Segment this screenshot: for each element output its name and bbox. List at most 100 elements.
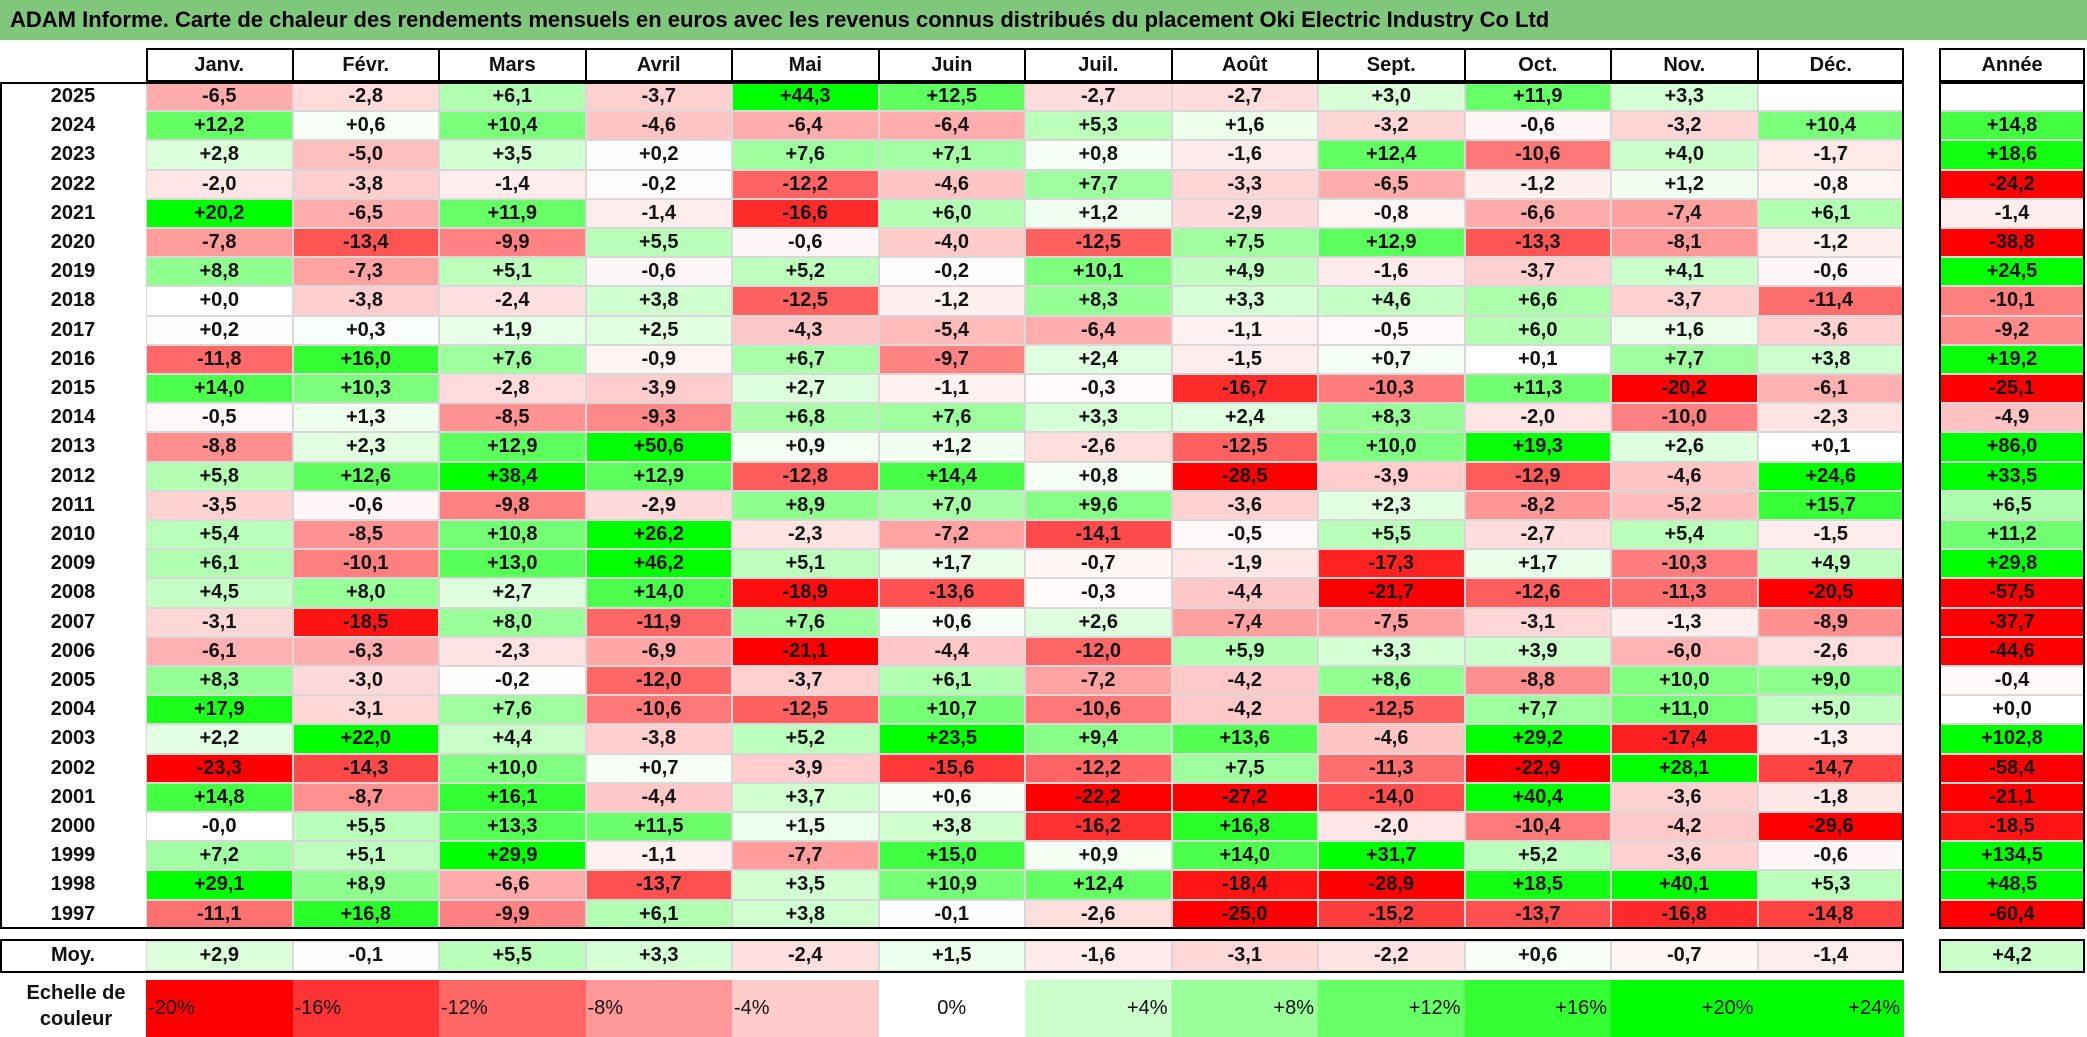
heatmap-cell: -7,4 [1171, 607, 1318, 637]
heatmap-cell: +3,8 [1757, 344, 1904, 374]
heatmap-cell: +14,0 [1171, 841, 1318, 871]
heatmap-cell: -6,5 [146, 82, 293, 112]
avg-cell: +0,6 [1464, 940, 1611, 971]
year-label: 2005 [0, 666, 146, 696]
year-label: 2018 [0, 286, 146, 316]
heatmap-cell: -4,6 [1318, 724, 1465, 754]
scale-step: +20% [1611, 980, 1758, 1037]
avg-cell: -2,4 [732, 940, 879, 971]
heatmap-cell: +18,5 [1464, 870, 1611, 900]
heatmap-cell: -2,0 [146, 169, 293, 199]
heatmap-cell: -5,4 [878, 315, 1025, 345]
heatmap-cell [1757, 82, 1904, 112]
heatmap-cell: +0,0 [146, 286, 293, 316]
month-header: Juin [878, 48, 1025, 82]
annual-cell: +24,5 [1939, 257, 2085, 287]
heatmap-cell: +0,7 [1318, 344, 1465, 374]
heatmap-cell: +2,7 [732, 374, 879, 404]
heatmap-cell: +12,9 [585, 461, 732, 491]
heatmap-cell: -12,5 [732, 286, 879, 316]
heatmap-cell: +0,8 [1025, 140, 1172, 170]
annual-cell: -10,1 [1939, 286, 2085, 316]
heatmap-cell: -2,4 [439, 286, 586, 316]
heatmap-cell: -9,9 [439, 899, 586, 929]
avg-cell: -1,6 [1025, 940, 1172, 971]
heatmap-cell: -14,7 [1757, 753, 1904, 783]
heatmap-cell: -22,9 [1464, 753, 1611, 783]
heatmap-cell: +10,0 [1318, 432, 1465, 462]
heatmap-cell: +16,1 [439, 782, 586, 812]
heatmap-cell: +8,8 [146, 257, 293, 287]
heatmap-cell: -6,6 [1464, 198, 1611, 228]
heatmap-cell: -1,1 [878, 374, 1025, 404]
heatmap-cell: +8,6 [1318, 666, 1465, 696]
heatmap-cell: -10,0 [1611, 403, 1758, 433]
heatmap-cell: +44,3 [732, 82, 879, 112]
heatmap-cell: -1,6 [1171, 140, 1318, 170]
heatmap-cell: -13,3 [1464, 228, 1611, 258]
year-label: 2000 [0, 812, 146, 842]
heatmap-cell: -13,7 [1464, 899, 1611, 929]
heatmap-cell: -3,2 [1611, 111, 1758, 141]
heatmap-cell: +0,2 [146, 315, 293, 345]
heatmap-cell: -5,0 [292, 140, 439, 170]
year-label: 2012 [0, 461, 146, 491]
heatmap-cell: -3,6 [1611, 782, 1758, 812]
heatmap-cell: -11,3 [1611, 578, 1758, 608]
heatmap-cell: +17,9 [146, 695, 293, 725]
heatmap-cell: +3,3 [1171, 286, 1318, 316]
avg-cell: -2,2 [1318, 940, 1465, 971]
heatmap-cell: -4,4 [585, 782, 732, 812]
annual-cell: +0,0 [1939, 695, 2085, 725]
year-label: 1999 [0, 841, 146, 871]
heatmap-cell: +3,0 [1318, 82, 1465, 112]
heatmap-cell: -4,4 [1171, 578, 1318, 608]
heatmap-cell: +6,1 [439, 82, 586, 112]
annual-cell: -38,8 [1939, 228, 2085, 258]
heatmap-cell: +0,1 [1757, 432, 1904, 462]
scale-step: -16% [292, 980, 439, 1037]
annual-cell: +102,8 [1939, 724, 2085, 754]
heatmap-cell: +6,0 [1464, 315, 1611, 345]
heatmap-cell: +8,3 [1318, 403, 1465, 433]
heatmap-cell: +2,7 [439, 578, 586, 608]
heatmap-cell: +5,3 [1025, 111, 1172, 141]
avg-cell: -1,4 [1757, 940, 1904, 971]
annual-cell: -4,9 [1939, 403, 2085, 433]
scale-step: +8% [1171, 980, 1318, 1037]
heatmap-cell: +1,5 [732, 812, 879, 842]
heatmap-cell: -3,9 [1318, 461, 1465, 491]
heatmap-cell: -1,5 [1757, 520, 1904, 550]
heatmap-cell: +7,6 [878, 403, 1025, 433]
heatmap-cell: -11,4 [1757, 286, 1904, 316]
heatmap-cell: +22,0 [292, 724, 439, 754]
heatmap-cell: +29,9 [439, 841, 586, 871]
heatmap-cell: +4,6 [1318, 286, 1465, 316]
heatmap-cell: -16,8 [1611, 899, 1758, 929]
year-label: 2020 [0, 228, 146, 258]
heatmap-cell: +13,3 [439, 812, 586, 842]
heatmap-cell: +10,3 [292, 374, 439, 404]
heatmap-cell: -0,3 [1025, 374, 1172, 404]
heatmap-cell: +12,4 [1318, 140, 1465, 170]
heatmap-cell: +10,0 [1611, 666, 1758, 696]
heatmap-cell: +4,9 [1757, 549, 1904, 579]
annual-cell: -57,5 [1939, 578, 2085, 608]
heatmap-cell: -10,6 [1464, 140, 1611, 170]
heatmap-cell: +26,2 [585, 520, 732, 550]
heatmap-cell: -2,0 [1464, 403, 1611, 433]
heatmap-cell: -28,5 [1171, 461, 1318, 491]
heatmap-cell: +8,9 [732, 490, 879, 520]
heatmap-cell: +3,8 [732, 899, 879, 929]
heatmap-cell: +12,4 [1025, 870, 1172, 900]
month-header: Déc. [1757, 48, 1904, 82]
heatmap-cell: +6,0 [878, 198, 1025, 228]
month-header: Févr. [292, 48, 439, 82]
heatmap-cell: +12,6 [292, 461, 439, 491]
heatmap-cell: +11,9 [439, 198, 586, 228]
heatmap-cell: -0,2 [878, 257, 1025, 287]
heatmap-cell: -14,0 [1318, 782, 1465, 812]
heatmap-cell: -4,2 [1171, 695, 1318, 725]
heatmap-cell: +15,7 [1757, 490, 1904, 520]
heatmap-cell: +5,9 [1171, 636, 1318, 666]
